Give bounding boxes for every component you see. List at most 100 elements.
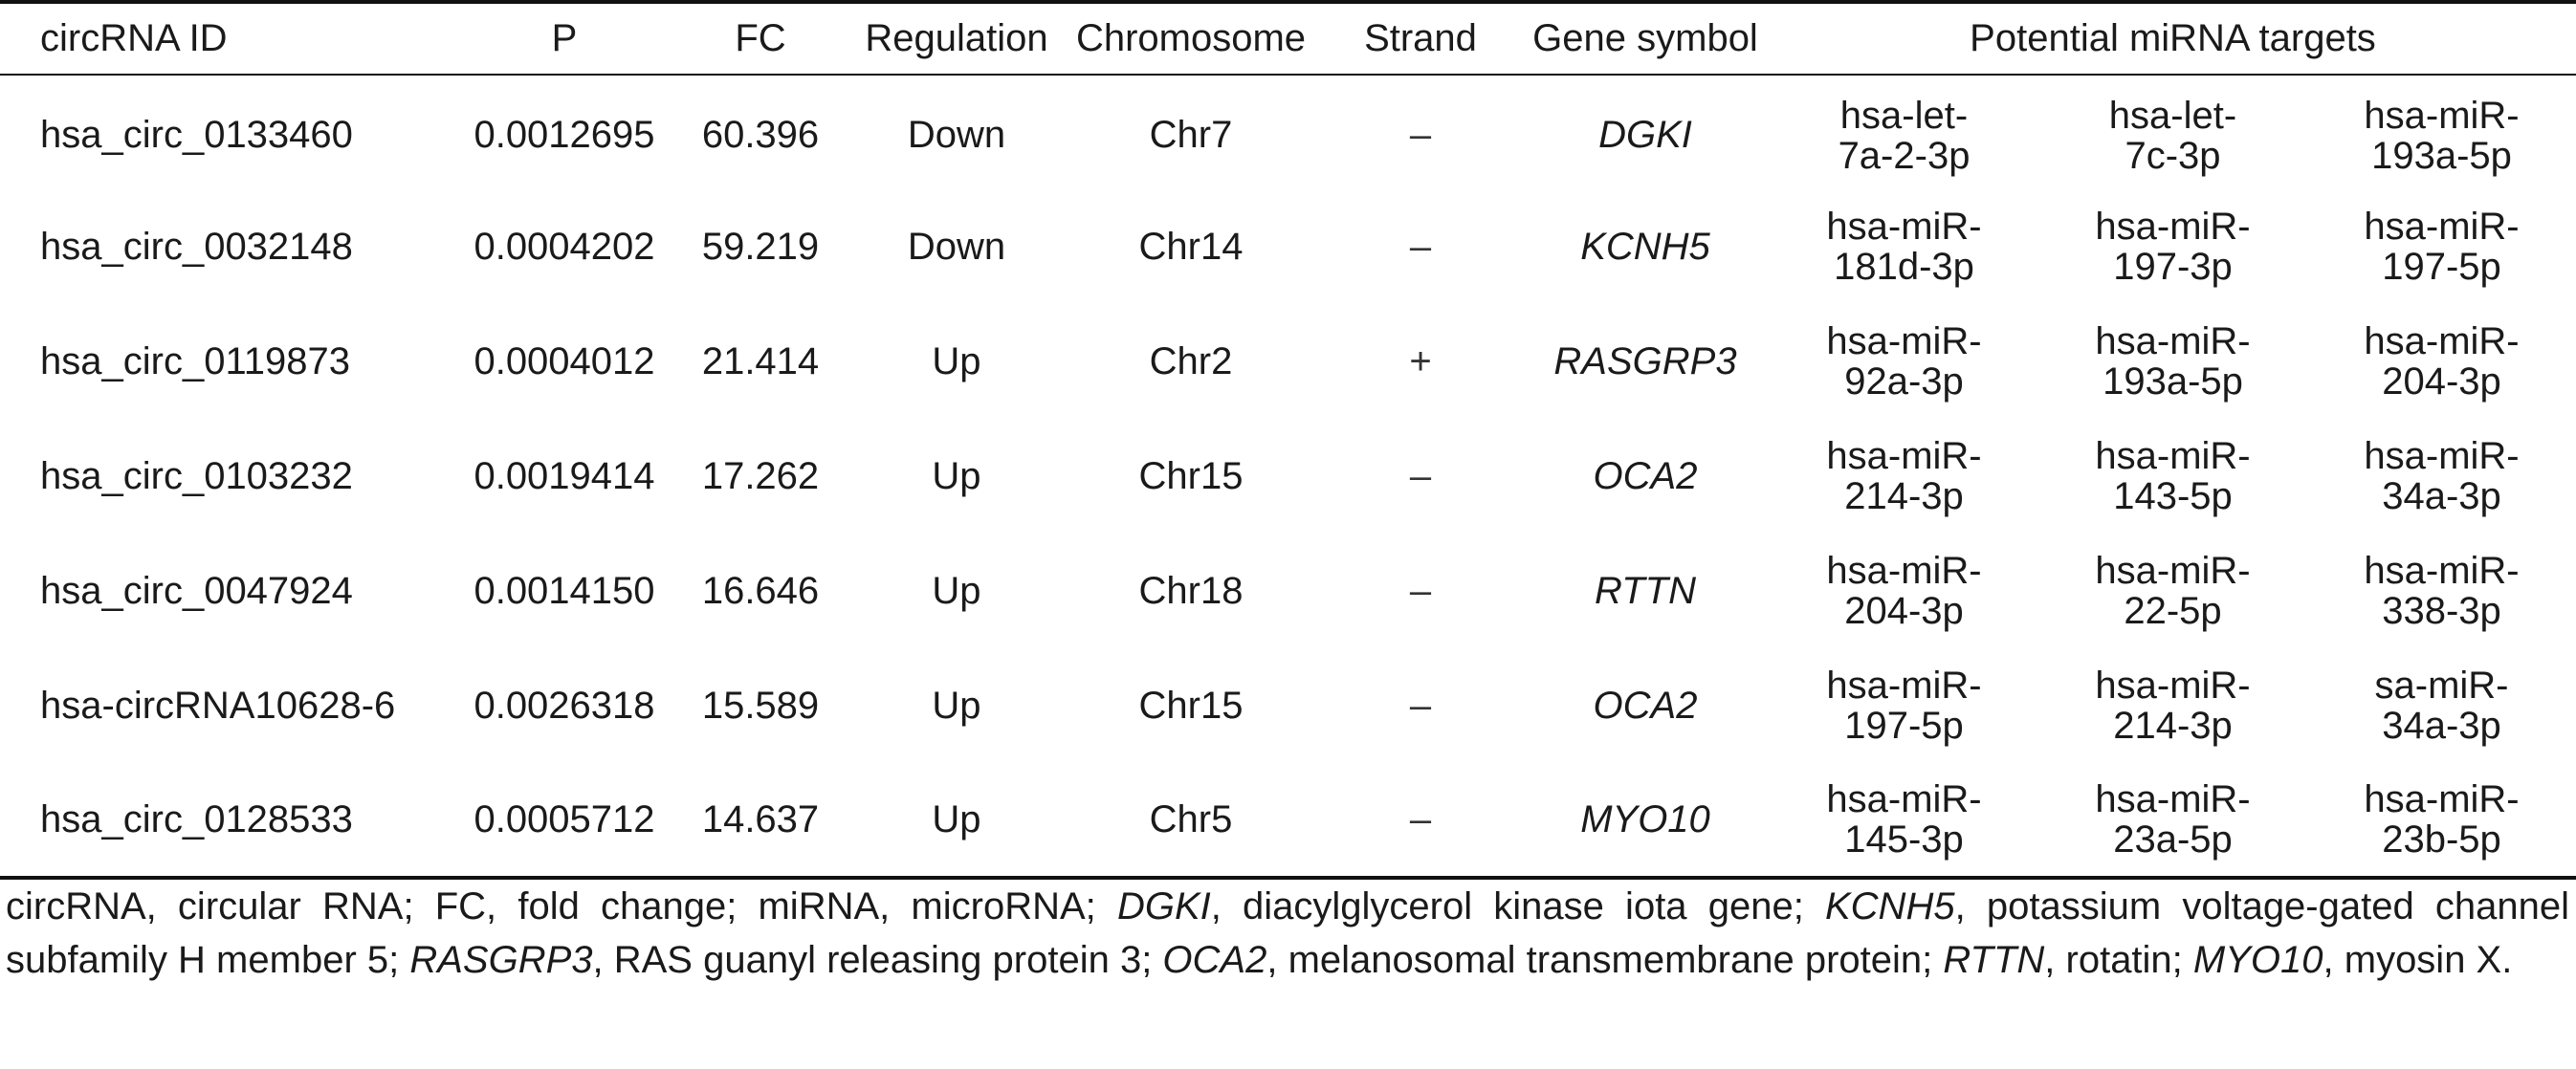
regulation-cell: Down	[907, 114, 1006, 156]
mirna-target-cell: hsa-let- 7c-3p	[2038, 75, 2307, 189]
mirna-target-text: 22-5p	[2124, 590, 2222, 632]
footnote-text: , rotatin;	[2044, 939, 2193, 981]
strand-cell: –	[1409, 569, 1432, 612]
mirna-target-text: hsa-let-	[2108, 94, 2237, 137]
mirna-target-cell: hsa-miR- 204-3p	[2307, 304, 2576, 419]
mirna-target-text: hsa-miR-	[1826, 665, 1982, 707]
table-row: hsa_circ_0032148 0.0004202 59.219 Down Chr14…	[0, 189, 2576, 304]
fold-change-cell: 17.262	[701, 454, 820, 497]
fold-change-cell: 14.637	[670, 763, 851, 880]
regulation-cell: Up	[851, 763, 1062, 880]
strand-cell: –	[1320, 763, 1521, 880]
footnote-text: , potassium voltage-gated channel subfam…	[6, 885, 2570, 981]
mirna-target-cell: hsa-miR- 143-5p	[2038, 419, 2307, 534]
p-value-cell: 0.0004012	[473, 339, 655, 382]
chromosome-cell: Chr7	[1149, 114, 1233, 156]
mirna-target-text: 204-3p	[2382, 360, 2501, 403]
gene-symbol-cell: RTTN	[1595, 569, 1696, 612]
mirna-target-text: hsa-miR-	[1826, 550, 1982, 592]
gene-symbol-cell: KCNH5	[1580, 225, 1710, 268]
table-row: hsa_circ_0047924 0.0014150 16.646 Up Chr18 – R…	[0, 534, 2576, 648]
fold-change-cell: 16.646	[701, 569, 820, 612]
footnote-text: , myosin X.	[2323, 939, 2513, 981]
mirna-target-text: hsa-miR-	[2095, 665, 2251, 707]
mirna-target-text: 193a-5p	[2103, 360, 2243, 403]
mirna-target-cell: hsa-miR- 23b-5p	[2307, 763, 2576, 880]
mirna-target-text: hsa-miR-	[2364, 94, 2520, 137]
circrna-id-cell: hsa_circ_0047924	[40, 569, 353, 612]
chromosome-cell: Chr18	[1138, 569, 1244, 612]
footnote-gene-name: OCA2	[1162, 939, 1267, 981]
p-value-cell: 0.0005712	[459, 763, 670, 880]
strand-cell: –	[1409, 225, 1432, 268]
table-row: hsa_circ_0128533 0.0005712 14.637 Up Chr5– MY…	[0, 763, 2576, 880]
gene-symbol-cell: OCA2	[1593, 684, 1698, 727]
mirna-target-text: hsa-miR-	[2364, 206, 2520, 248]
mirna-target-text: hsa-miR-	[2364, 778, 2520, 820]
mirna-target-cell: hsa-miR- 34a-3p	[2307, 419, 2576, 534]
mirna-target-cell: hsa-miR- 214-3p	[1770, 419, 2038, 534]
mirna-target-text: 181d-3p	[1834, 246, 1974, 288]
header-strand: Strand	[1320, 0, 1521, 76]
mirna-target-cell: hsa-miR- 145-3p	[1770, 763, 2038, 880]
mirna-target-text: 7a-2-3p	[1838, 134, 1971, 177]
mirna-target-cell: hsa-miR- 204-3p	[1770, 534, 2038, 648]
mirna-target-text: hsa-miR-	[1826, 778, 1982, 820]
regulation-cell: Up	[932, 454, 981, 497]
mirna-target-text: 197-3p	[2113, 246, 2233, 288]
mirna-target-text: hsa-miR-	[2364, 320, 2520, 362]
mirna-target-cell: hsa-miR- 338-3p	[2307, 534, 2576, 648]
mirna-target-text: 193a-5p	[2371, 134, 2512, 177]
fold-change-cell: 21.414	[701, 339, 820, 382]
mirna-target-cell: hsa-miR- 193a-5p	[2307, 75, 2576, 189]
mirna-target-text: 92a-3p	[1844, 360, 1964, 403]
mirna-target-text: sa-miR-	[2374, 665, 2509, 707]
mirna-target-cell: hsa-miR- 92a-3p	[1770, 304, 2038, 419]
circrna-id-cell: hsa_circ_0103232	[40, 454, 353, 497]
gene-symbol-cell: DGKI	[1598, 114, 1692, 156]
mirna-target-text: 197-5p	[2382, 246, 2501, 288]
p-value-cell: 0.0026318	[473, 684, 655, 727]
strand-cell: –	[1409, 454, 1432, 497]
circrna-id-cell: hsa_circ_0133460	[40, 114, 353, 156]
chromosome-cell: Chr14	[1138, 225, 1244, 268]
table-footnote: circRNA, circular RNA; FC, fold change; …	[6, 880, 2569, 987]
mirna-target-text: hsa-miR-	[1826, 435, 1982, 477]
mirna-target-text: hsa-miR-	[2095, 550, 2251, 592]
regulation-cell: Down	[907, 225, 1006, 268]
strand-cell: +	[1409, 339, 1432, 382]
mirna-target-text: hsa-miR-	[2095, 778, 2251, 820]
mirna-target-text: hsa-miR-	[1826, 320, 1982, 362]
chromosome-cell: Chr15	[1138, 684, 1244, 727]
fold-change-cell: 60.396	[701, 114, 820, 156]
footnote-text: circRNA, circular RNA; FC, fold change; …	[6, 885, 1117, 927]
mirna-target-text: 214-3p	[2113, 705, 2233, 747]
strand-cell: –	[1409, 684, 1432, 727]
mirna-target-text: 214-3p	[1844, 475, 1964, 517]
regulation-cell: Up	[932, 684, 981, 727]
footnote-gene-name: MYO10	[2192, 939, 2323, 981]
header-mirna-targets: Potential miRNA targets	[1770, 0, 2576, 76]
table-row: hsa_circ_0133460 0.0012695 60.396 Down Chr7 –…	[0, 75, 2576, 189]
footnote-gene-name: DGKI	[1116, 885, 1211, 927]
mirna-target-cell: sa-miR- 34a-3p	[2307, 648, 2576, 763]
table-header-row: circRNA ID P FC Regulation Chromosome St…	[0, 0, 2576, 76]
mirna-target-text: hsa-miR-	[1826, 206, 1982, 248]
gene-symbol-cell: RASGRP3	[1553, 339, 1737, 382]
mirna-target-cell: hsa-miR- 23a-5p	[2038, 763, 2307, 880]
header-p: P	[459, 0, 670, 76]
footnote-gene-name: RASGRP3	[409, 939, 593, 981]
fold-change-cell: 15.589	[701, 684, 820, 727]
regulation-cell: Up	[932, 569, 981, 612]
table-row: hsa_circ_0103232 0.0019414 17.262 Up Chr15 – O…	[0, 419, 2576, 534]
mirna-target-text: 145-3p	[1844, 818, 1964, 861]
strand-cell: –	[1409, 114, 1432, 156]
mirna-target-text: 338-3p	[2382, 590, 2501, 632]
mirna-target-text: hsa-let-	[1839, 94, 1969, 137]
fold-change-cell: 59.219	[701, 225, 820, 268]
mirna-target-cell: hsa-let- 7a-2-3p	[1770, 75, 2038, 189]
p-value-cell: 0.0014150	[473, 569, 655, 612]
mirna-target-text: hsa-miR-	[2364, 435, 2520, 477]
header-gene-symbol: Gene symbol	[1521, 0, 1770, 76]
mirna-target-text: 23b-5p	[2382, 818, 2501, 861]
